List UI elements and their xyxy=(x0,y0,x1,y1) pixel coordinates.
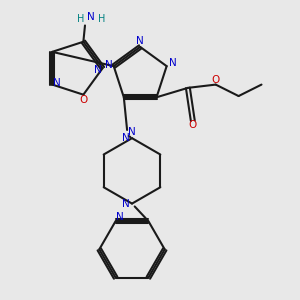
Text: N: N xyxy=(128,127,136,136)
Text: H: H xyxy=(98,14,105,24)
Text: O: O xyxy=(212,75,220,85)
Text: O: O xyxy=(189,119,197,130)
Text: O: O xyxy=(79,94,88,105)
Text: N: N xyxy=(116,212,123,222)
Text: N: N xyxy=(122,133,130,143)
Text: H: H xyxy=(77,14,85,24)
Text: N: N xyxy=(52,78,60,88)
Text: N: N xyxy=(94,65,102,75)
Text: N: N xyxy=(122,199,130,208)
Text: N: N xyxy=(87,12,95,22)
Text: N: N xyxy=(136,36,144,46)
Text: N: N xyxy=(105,59,113,70)
Text: N: N xyxy=(169,58,176,68)
